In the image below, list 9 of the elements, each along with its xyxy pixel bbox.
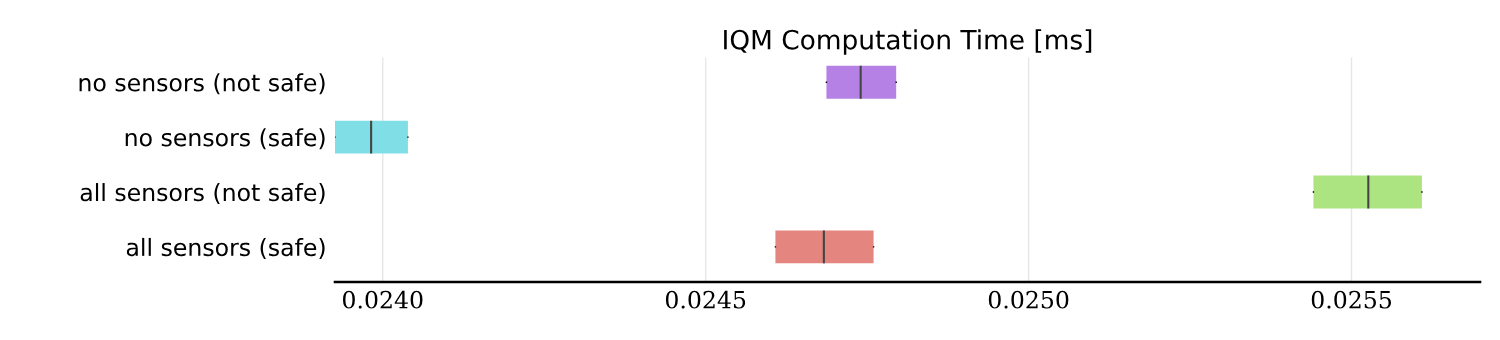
y-tick-label: no sensors (safe) bbox=[125, 128, 325, 150]
y-tick-label: all sensors (not safe) bbox=[80, 183, 325, 205]
chart-title: IQM Computation Time [ms] bbox=[724, 29, 1092, 55]
x-tick-label: 0.0245 bbox=[665, 290, 746, 309]
x-tick-label: 0.0250 bbox=[988, 290, 1069, 309]
y-tick-label: all sensors (safe) bbox=[126, 237, 325, 259]
x-tick-label: 0.0255 bbox=[1311, 290, 1392, 309]
y-tick-label: no sensors (not safe) bbox=[79, 73, 325, 95]
x-tick-label: 0.0240 bbox=[342, 290, 423, 309]
